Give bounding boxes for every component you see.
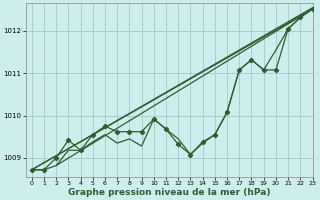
X-axis label: Graphe pression niveau de la mer (hPa): Graphe pression niveau de la mer (hPa) [68, 188, 270, 197]
